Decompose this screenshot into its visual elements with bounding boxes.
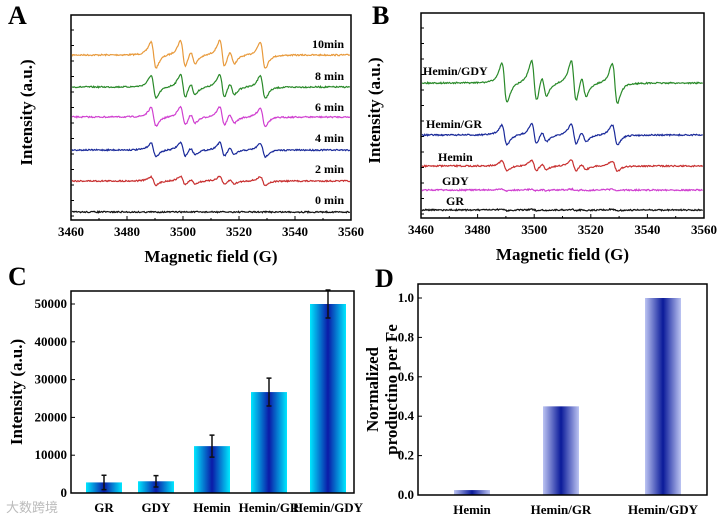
series-label: GDY [442, 174, 469, 188]
y-tick-label: 0.8 [398, 329, 415, 344]
series-label: Hemin/GDY [423, 64, 488, 78]
y-tick-label: 0 [61, 485, 68, 500]
x-tick-label: 3480 [114, 224, 140, 239]
spectrum-line [71, 141, 351, 159]
error-bar [153, 474, 159, 488]
spectrum-line [421, 187, 703, 193]
series-label: 8 min [315, 69, 344, 83]
series-label: 10min [312, 37, 344, 51]
series-label: 6 min [315, 100, 344, 114]
panel-label: D [375, 264, 394, 293]
y-tick-label: 0.4 [398, 408, 415, 423]
x-tick-label: 3560 [338, 224, 364, 239]
x-axis-label: Magnetic field (G) [496, 245, 629, 264]
panel-A: A 3460 3480 3500 3520 3540 3560 Magnetic field … [8, 1, 364, 266]
bar [454, 490, 490, 495]
x-category-label: Hemin [193, 500, 231, 515]
bar [310, 304, 346, 493]
y-tick-label: 0.2 [398, 448, 414, 463]
x-tick-label: 3500 [170, 224, 196, 239]
spectrum-line [71, 175, 351, 187]
x-category-label: GR [94, 500, 114, 515]
panel-label: C [8, 262, 27, 291]
y-axis-label: Normalized [363, 346, 382, 432]
x-category-label: Hemin/GR [239, 500, 300, 515]
x-tick-label: 3540 [634, 222, 660, 237]
y-tick-label: 1.0 [398, 290, 414, 305]
plot-frame [70, 290, 355, 494]
x-tick-label: 3560 [691, 222, 717, 237]
y-tick-label: 20000 [35, 409, 68, 424]
error-bar [266, 377, 272, 407]
panel-B: B 3460 3480 3500 3520 3540 3560 Magnetic field … [365, 1, 717, 264]
spectrum-line [71, 105, 351, 128]
x-tick-label: 3460 [408, 222, 434, 237]
x-tick-label: 3540 [282, 224, 308, 239]
panel-label: B [372, 1, 389, 30]
bar [543, 406, 579, 495]
spectrum-line [71, 39, 351, 69]
y-tick-label: 10000 [35, 447, 68, 462]
error-bar [325, 289, 331, 319]
series-label: Hemin [438, 150, 473, 164]
x-tick-label: 3520 [226, 224, 252, 239]
y-tick-label: 30000 [35, 372, 68, 387]
x-category-label: Hemin/GDY [628, 502, 699, 517]
x-tick-label: 3480 [465, 222, 491, 237]
x-tick-label: 3520 [578, 222, 604, 237]
series-label: GR [446, 194, 464, 208]
x-category-label: Hemin/GDY [293, 500, 364, 515]
plot-frame [417, 283, 708, 496]
spectrum-line [71, 209, 351, 214]
x-category-label: Hemin [453, 502, 491, 517]
y-axis-label: productino per Fe [382, 324, 401, 455]
y-tick-label: 50000 [35, 296, 68, 311]
spectrum-line [421, 122, 703, 146]
bar [251, 392, 287, 493]
spectrum-line [71, 73, 351, 99]
spectrum-line [421, 159, 704, 172]
error-bar [209, 434, 215, 458]
spectrum-line [421, 207, 703, 213]
series-label: 2 min [315, 162, 344, 176]
panel-label: A [8, 1, 27, 30]
series-label: 4 min [315, 131, 344, 145]
y-axis-label: Intensity (a.u.) [7, 339, 26, 445]
x-tick-label: 3460 [58, 224, 84, 239]
y-tick-label: 0.0 [398, 487, 414, 502]
x-axis-label: Magnetic field (G) [144, 247, 277, 266]
panel-C: C 0 10000 20000 30000 40000 50000 GR GDY Hemin Hem… [7, 262, 364, 515]
x-category-label: Hemin/GR [531, 502, 592, 517]
series-label: Hemin/GR [426, 117, 482, 131]
error-bar [101, 474, 107, 491]
y-tick-label: 40000 [35, 334, 68, 349]
y-tick-label: 0.6 [398, 369, 415, 384]
x-tick-label: 3500 [521, 222, 547, 237]
spectrum-line [421, 59, 704, 104]
y-axis-label: Intensity (a.u.) [17, 59, 36, 165]
x-category-label: GDY [142, 500, 172, 515]
watermark: 大数跨境 [6, 500, 58, 515]
panel-D: D 0.0 0.2 0.4 0.6 0.8 1.0 Hemin Hemin/GR Hemin/GD… [363, 264, 708, 517]
series-label: 0 min [315, 193, 344, 207]
bar [645, 298, 681, 495]
y-axis-label: Intensity (a.u.) [365, 57, 384, 163]
